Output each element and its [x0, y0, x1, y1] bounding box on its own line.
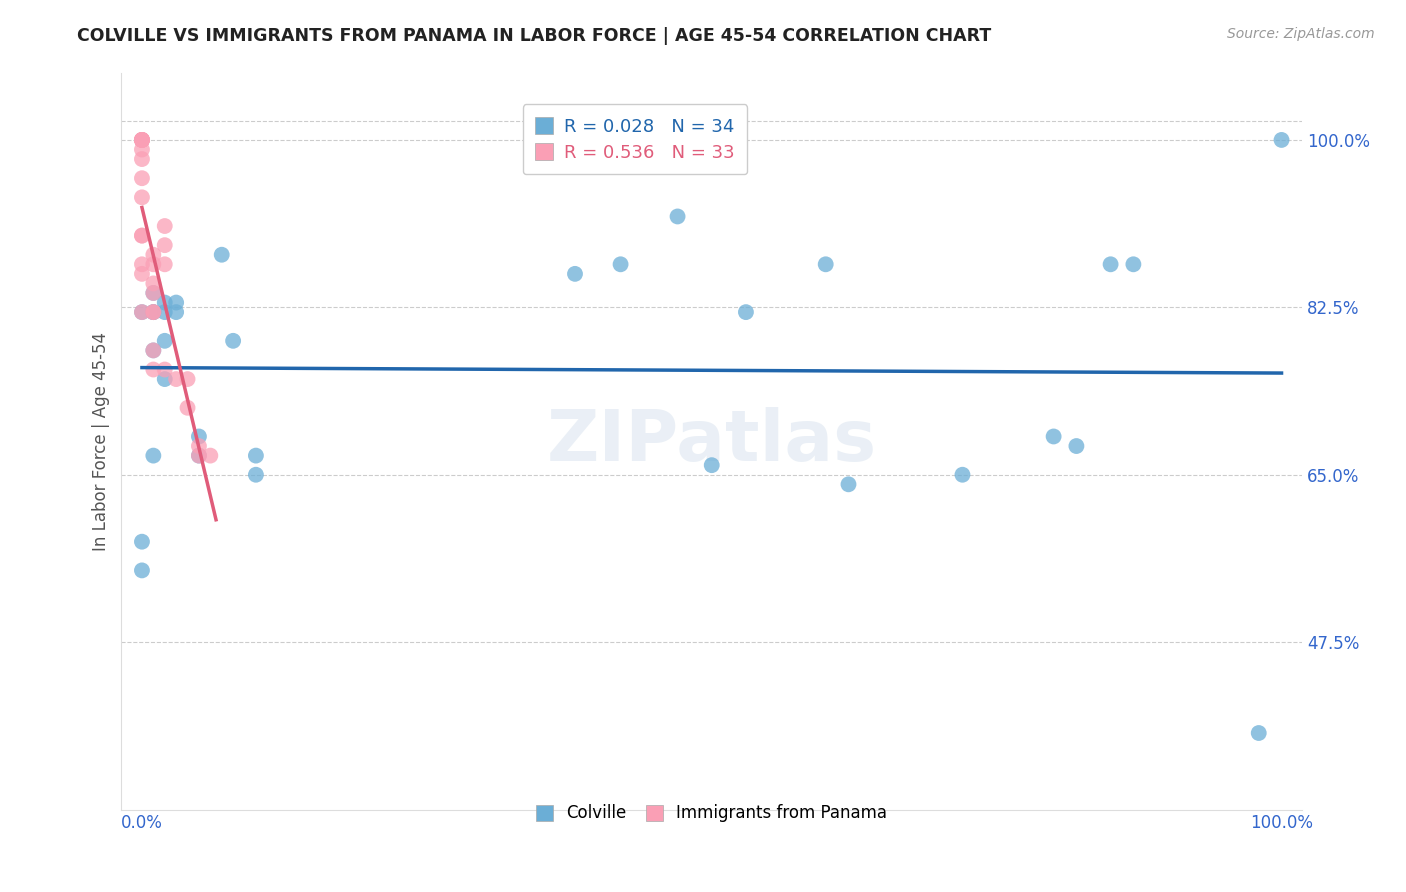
Point: [142, 277, 165, 291]
Point: [142, 305, 165, 319]
Point: [142, 343, 165, 358]
Point: [1270, 133, 1292, 147]
Point: [153, 238, 176, 252]
Point: [153, 257, 176, 271]
Point: [131, 133, 153, 147]
Point: [176, 401, 198, 415]
Point: [187, 449, 209, 463]
Point: [142, 285, 165, 300]
Point: [131, 171, 153, 186]
Point: [142, 257, 165, 271]
Point: [211, 248, 233, 262]
Point: [131, 563, 153, 577]
Legend: Colville, Immigrants from Panama: Colville, Immigrants from Panama: [527, 796, 896, 830]
Point: [131, 257, 153, 271]
Point: [131, 305, 153, 319]
Point: [222, 334, 245, 348]
Point: [176, 372, 198, 386]
Point: [142, 343, 165, 358]
Point: [1247, 726, 1270, 740]
Point: [187, 439, 209, 453]
Point: [153, 334, 176, 348]
Point: [609, 257, 631, 271]
Point: [952, 467, 974, 482]
Point: [131, 228, 153, 243]
Point: [814, 257, 837, 271]
Point: [187, 429, 209, 443]
Point: [131, 228, 153, 243]
Point: [131, 305, 153, 319]
Point: [142, 362, 165, 376]
Point: [1099, 257, 1122, 271]
Point: [131, 143, 153, 157]
Point: [153, 295, 176, 310]
Y-axis label: In Labor Force | Age 45-54: In Labor Force | Age 45-54: [93, 332, 110, 550]
Point: [245, 467, 267, 482]
Point: [1042, 429, 1064, 443]
Text: COLVILLE VS IMMIGRANTS FROM PANAMA IN LABOR FORCE | AGE 45-54 CORRELATION CHART: COLVILLE VS IMMIGRANTS FROM PANAMA IN LA…: [77, 27, 991, 45]
Point: [131, 133, 153, 147]
Point: [165, 305, 187, 319]
Point: [131, 190, 153, 204]
Point: [142, 305, 165, 319]
Point: [131, 133, 153, 147]
Point: [837, 477, 859, 491]
Point: [666, 210, 689, 224]
Point: [187, 449, 209, 463]
Point: [165, 372, 187, 386]
Point: [200, 449, 222, 463]
Point: [735, 305, 758, 319]
Point: [142, 305, 165, 319]
Point: [142, 285, 165, 300]
Point: [142, 449, 165, 463]
Point: [165, 295, 187, 310]
Point: [131, 133, 153, 147]
Point: [131, 133, 153, 147]
Point: [245, 449, 267, 463]
Point: [153, 219, 176, 233]
Point: [564, 267, 586, 281]
Point: [142, 248, 165, 262]
Point: [131, 534, 153, 549]
Point: [153, 372, 176, 386]
Point: [131, 133, 153, 147]
Text: Source: ZipAtlas.com: Source: ZipAtlas.com: [1227, 27, 1375, 41]
Point: [153, 362, 176, 376]
Point: [1122, 257, 1144, 271]
Point: [142, 305, 165, 319]
Point: [153, 305, 176, 319]
Point: [700, 458, 723, 472]
Point: [131, 267, 153, 281]
Text: ZIPatlas: ZIPatlas: [547, 407, 877, 475]
Point: [1066, 439, 1088, 453]
Point: [131, 152, 153, 166]
